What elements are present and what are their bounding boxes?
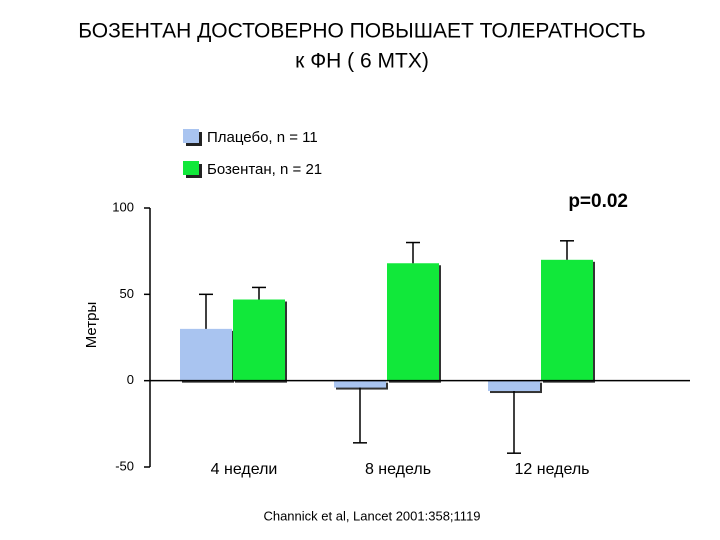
source: Channick et al, Lancet 2001:358;1119 xyxy=(263,508,480,523)
y-tick-label: 50 xyxy=(120,286,134,301)
bar xyxy=(180,328,232,381)
chart-subtitle: к ФН ( 6 МТХ) xyxy=(295,50,429,73)
bar xyxy=(541,259,593,381)
y-tick-label: 100 xyxy=(112,199,134,214)
bar xyxy=(233,299,285,381)
x-tick-label: 4 недели xyxy=(211,461,278,478)
annotation: p=0.02 xyxy=(568,191,628,212)
x-tick-label: 12 недель xyxy=(515,461,590,478)
y-tick-label: 0 xyxy=(127,372,134,387)
bar xyxy=(387,263,439,381)
legend-swatch xyxy=(183,161,199,175)
chart-title: БОЗЕНТАН ДОСТОВЕРНО ПОВЫШАЕТ ТОЛЕРАТНОСТ… xyxy=(78,20,646,43)
x-tick-label: 8 недель xyxy=(365,461,431,478)
legend-label: Плацебо, n = 11 xyxy=(207,129,318,146)
y-tick-label: -50 xyxy=(115,458,134,473)
y-axis-label: Метры xyxy=(83,302,100,349)
bar xyxy=(334,380,386,388)
legend-swatch xyxy=(183,129,199,143)
bar xyxy=(488,380,540,392)
legend-label: Бозентан, n = 21 xyxy=(207,161,322,178)
